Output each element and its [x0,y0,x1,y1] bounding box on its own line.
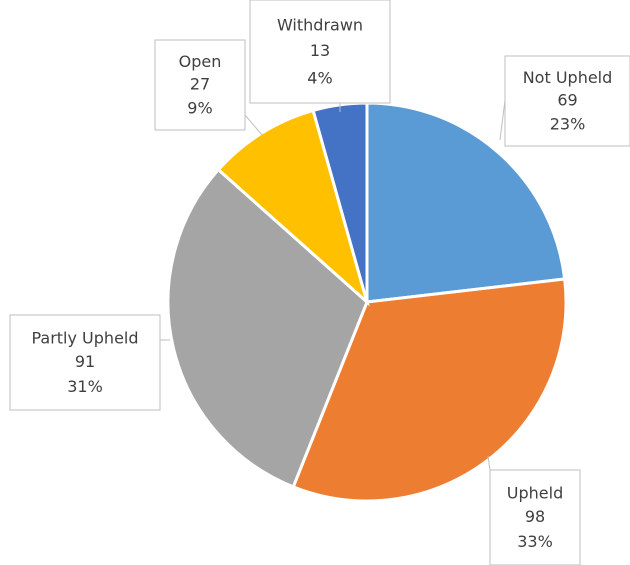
pie-slice [166,167,369,489]
label-box [489,469,581,565]
label-box [504,55,630,147]
value-label: 69 [557,91,577,110]
percent-label: 33% [517,532,553,551]
category-label: Withdrawn [277,15,363,34]
category-label: Partly Upheld [31,328,138,347]
percent-label: 4% [307,68,332,87]
value-label: 91 [75,352,95,371]
pie-slice [365,101,567,304]
percent-label: 23% [550,114,586,133]
percent-label: 31% [67,377,103,396]
pie-slice [291,277,568,503]
value-label: 98 [525,507,545,526]
value-label: 27 [190,75,210,94]
category-label: Upheld [507,483,563,502]
pie-slice [216,108,370,307]
label-box [249,0,391,104]
leader-line [499,99,506,141]
label-box [154,39,246,131]
leader-line [244,114,263,136]
label-box [9,314,161,411]
category-label: Open [179,52,222,71]
category-label: Not Upheld [523,68,613,87]
value-label: 13 [310,41,330,60]
percent-label: 9% [187,98,212,117]
